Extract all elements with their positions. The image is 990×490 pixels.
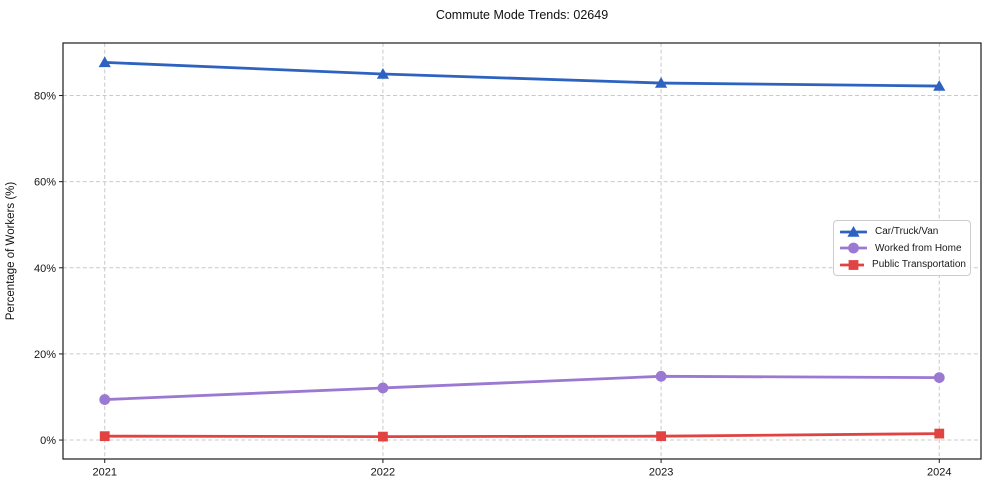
legend-marker-icon (848, 242, 859, 254)
data-point-marker (99, 431, 110, 442)
x-tick-label: 2022 (371, 467, 395, 479)
legend-entry: Car/Truck/Van (840, 224, 966, 240)
series-line (103, 374, 941, 401)
x-tick-label: 2024 (927, 467, 951, 479)
plot-border (62, 42, 982, 460)
x-tick-label: 2023 (649, 467, 673, 479)
legend-label: Car/Truck/Van (875, 226, 939, 237)
legend-label: Worked from Home (875, 242, 962, 254)
legend-label: Public Transportation (872, 259, 966, 270)
data-point-marker (377, 382, 389, 394)
x-tick-label: 2021 (92, 467, 116, 479)
legend-entry: Public Transportation (840, 257, 966, 273)
y-axis-label: Percentage of Workers (%) (5, 181, 17, 321)
data-point-marker (378, 431, 388, 442)
y-tick-label: 40% (34, 263, 56, 275)
legend-marker-icon (848, 259, 859, 270)
legend-line-sample (840, 242, 867, 254)
data-point-marker (98, 56, 111, 68)
legend-marker-icon (847, 225, 860, 237)
y-tick-label: 60% (34, 177, 56, 189)
legend-entry: Worked from Home (840, 240, 966, 256)
data-point-marker (934, 428, 945, 439)
series-line (103, 432, 941, 439)
data-point-marker (933, 80, 946, 91)
data-point-marker (99, 394, 111, 405)
data-point-marker (376, 68, 390, 79)
series-line (103, 60, 941, 88)
y-tick-label: 20% (34, 349, 56, 361)
chart-title: Commute Mode Trends: 02649 (435, 8, 609, 22)
data-point-marker (654, 77, 668, 88)
legend-line-sample (840, 259, 865, 270)
y-tick-label: 80% (34, 91, 56, 103)
y-tick-label: 0% (40, 435, 56, 447)
legend-line-sample (840, 225, 867, 237)
data-point-marker (656, 431, 666, 442)
data-point-marker (933, 372, 945, 384)
legend: Car/Truck/Van Worked from Home Public Tran… (833, 220, 971, 276)
data-point-marker (655, 370, 667, 382)
